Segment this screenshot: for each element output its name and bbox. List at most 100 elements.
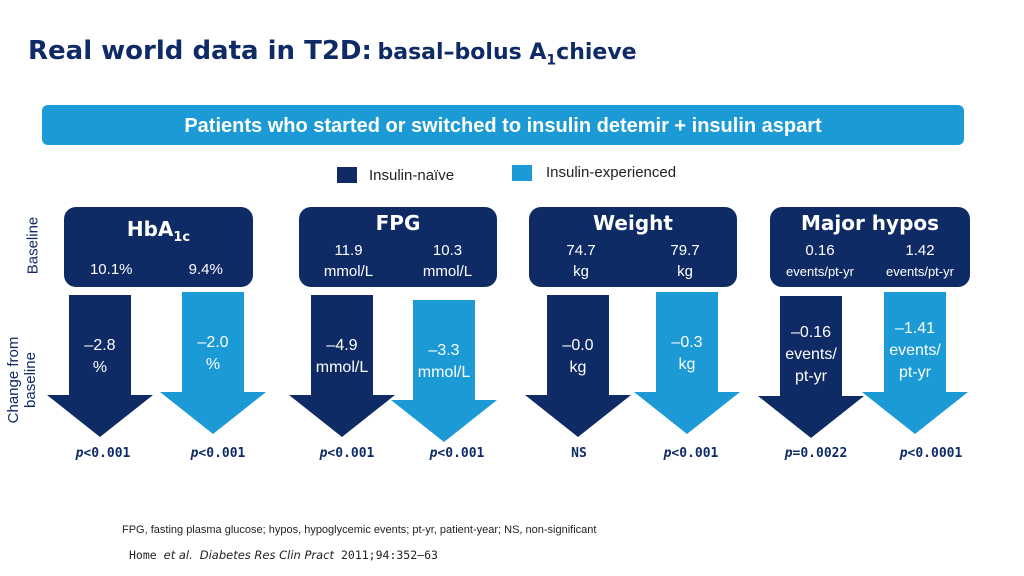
down-arrow-polygon [525, 295, 631, 437]
legend-naive-swatch [337, 167, 357, 183]
fpg-change-value: –3.3 mmol/L [391, 340, 497, 384]
down-arrow-polygon [160, 292, 266, 434]
major-hypos-change-arrow-naive: –0.16 events/pt-yr [758, 296, 864, 438]
down-arrow-shape [525, 295, 631, 437]
major-hypos-title: Major hypos [770, 211, 970, 235]
down-arrow-polygon [862, 292, 968, 434]
major-hypos-baseline-line: 1.42 [905, 242, 935, 259]
reference-journal: Diabetes Res Clin Pract [199, 548, 335, 562]
major-hypos-baseline-line: events/pt-yr [886, 264, 954, 279]
weight-baseline-line: 79.7 [670, 242, 700, 259]
legend-naive-label: Insulin-naïve [369, 167, 455, 184]
fpg-change-line: –3.3 [428, 342, 460, 359]
major-hypos-change-arrow-experienced: –1.41 events/pt-yr [862, 292, 968, 434]
major-hypos-change-line: pt-yr [795, 368, 827, 385]
title-sub-prefix: basal–bolus A [377, 40, 547, 65]
major-hypos-change-value: –1.41 events/pt-yr [862, 318, 968, 384]
major-hypos-p-value-naive: p=0.0022 [784, 446, 848, 461]
weight-p-value-naive: NS [571, 446, 587, 461]
down-arrow-shape [47, 295, 153, 437]
hba1c-change-value: –2.8% [47, 335, 153, 379]
hba1c-change-value: –2.0% [160, 332, 266, 376]
down-arrow-polygon [391, 300, 497, 442]
hba1c-change-line: –2.0 [197, 334, 229, 351]
fpg-baseline-line: mmol/L [323, 263, 374, 280]
weight-baseline-line: 74.7 [566, 242, 596, 259]
down-arrow-shape [634, 292, 740, 434]
down-arrow-shape [391, 300, 497, 442]
weight-baseline-box: Weight 74.7 kg 79.7 kg [529, 207, 737, 287]
fpg-baseline-line: mmol/L [422, 263, 473, 280]
fpg-change-line: –4.9 [326, 337, 358, 354]
down-arrow-polygon [758, 296, 864, 438]
fpg-title-text: FPG [375, 211, 421, 235]
weight-baseline-naive: 74.7 kg [536, 240, 626, 282]
weight-change-line: kg [569, 359, 587, 376]
fpg-p-value-naive: p<0.001 [319, 446, 375, 461]
major-hypos-change-line: pt-yr [899, 364, 931, 381]
down-arrow-polygon [47, 295, 153, 437]
fpg-change-arrow-experienced: –3.3 mmol/L [391, 300, 497, 442]
reference-author: Home [129, 548, 157, 562]
weight-p-value-experienced: p<0.001 [663, 446, 719, 461]
fpg-baseline-line: 11.9 [334, 242, 363, 259]
down-arrow-shape [758, 296, 864, 438]
hba1c-change-line: –2.8 [84, 337, 116, 354]
weight-change-line: –0.3 [671, 334, 703, 351]
major-hypos-change-line: –0.16 [790, 324, 832, 341]
hba1c-title-text: HbA [126, 217, 174, 241]
row-label-change-line2: baseline [22, 352, 39, 408]
hba1c-baseline-line: 10.1% [89, 261, 133, 278]
weight-change-value: –0.0 kg [525, 335, 631, 379]
major-hypos-baseline-line: 0.16 [805, 242, 835, 259]
weight-baseline-experienced: 79.7 kg [640, 240, 730, 282]
hba1c-change-line: % [92, 359, 108, 376]
title-subscript: 1 [546, 52, 557, 69]
abbreviations-footnote: FPG, fasting plasma glucose; hypos, hypo… [122, 524, 597, 536]
row-label-change-line1: Change from [5, 336, 22, 424]
fpg-change-value: –4.9 mmol/L [289, 335, 395, 379]
major-hypos-change-value: –0.16 events/pt-yr [758, 322, 864, 388]
down-arrow-shape [160, 292, 266, 434]
fpg-baseline-line: 10.3 [432, 242, 463, 259]
hba1c-p-value-naive: p<0.001 [75, 446, 131, 461]
weight-title-text: Weight [593, 211, 673, 235]
down-arrow-shape [289, 295, 395, 437]
reference-etal: et al. [163, 548, 193, 562]
reference-details: 2011;94:352–63 [340, 548, 438, 562]
hba1c-change-line: % [205, 356, 221, 373]
weight-baseline-line: kg [573, 263, 589, 280]
weight-change-value: –0.3 kg [634, 332, 740, 376]
hba1c-title: HbA1c [64, 217, 253, 245]
major-hypos-change-line: events/ [889, 342, 941, 359]
fpg-baseline-experienced: 10.3 mmol/L [403, 240, 493, 282]
row-label-baseline: Baseline [24, 216, 42, 275]
weight-baseline-line: kg [677, 263, 693, 280]
weight-change-line: –0.0 [562, 337, 594, 354]
major-hypos-p-value-experienced: p<0.0001 [899, 446, 963, 461]
fpg-baseline-naive: 11.9 mmol/L [304, 240, 394, 282]
hba1c-title-subscript: 1c [173, 230, 191, 245]
major-hypos-baseline-line: events/pt-yr [786, 264, 854, 279]
hba1c-p-value-experienced: p<0.001 [190, 446, 246, 461]
weight-change-line: kg [678, 356, 696, 373]
major-hypos-change-line: events/ [785, 346, 837, 363]
title-main: Real world data in T2D: [28, 36, 372, 66]
major-hypos-baseline-experienced: 1.42 events/pt-yr [875, 240, 965, 282]
fpg-change-arrow-naive: –4.9 mmol/L [289, 295, 395, 437]
row-label-change: Change from baseline [5, 330, 39, 430]
page-title: Real world data in T2D: basal–bolus A1ch… [28, 36, 637, 68]
hba1c-change-arrow-naive: –2.8% [47, 295, 153, 437]
hba1c-change-arrow-experienced: –2.0% [160, 292, 266, 434]
reference-citation: Home et al. Diabetes Res Clin Pract 2011… [129, 548, 438, 562]
fpg-baseline-box: FPG 11.9 mmol/L 10.3 mmol/L [299, 207, 497, 287]
fpg-change-line: mmol/L [417, 364, 471, 381]
population-banner: Patients who started or switched to insu… [42, 105, 964, 145]
major-hypos-title-text: Major hypos [800, 211, 940, 235]
major-hypos-baseline-naive: 0.16 events/pt-yr [775, 240, 865, 282]
legend-experienced-swatch [512, 165, 532, 181]
hba1c-baseline-line: 9.4% [188, 261, 223, 278]
fpg-p-value-experienced: p<0.001 [429, 446, 485, 461]
title-sub-suffix: chieve [556, 40, 637, 65]
weight-change-arrow-naive: –0.0 kg [525, 295, 631, 437]
